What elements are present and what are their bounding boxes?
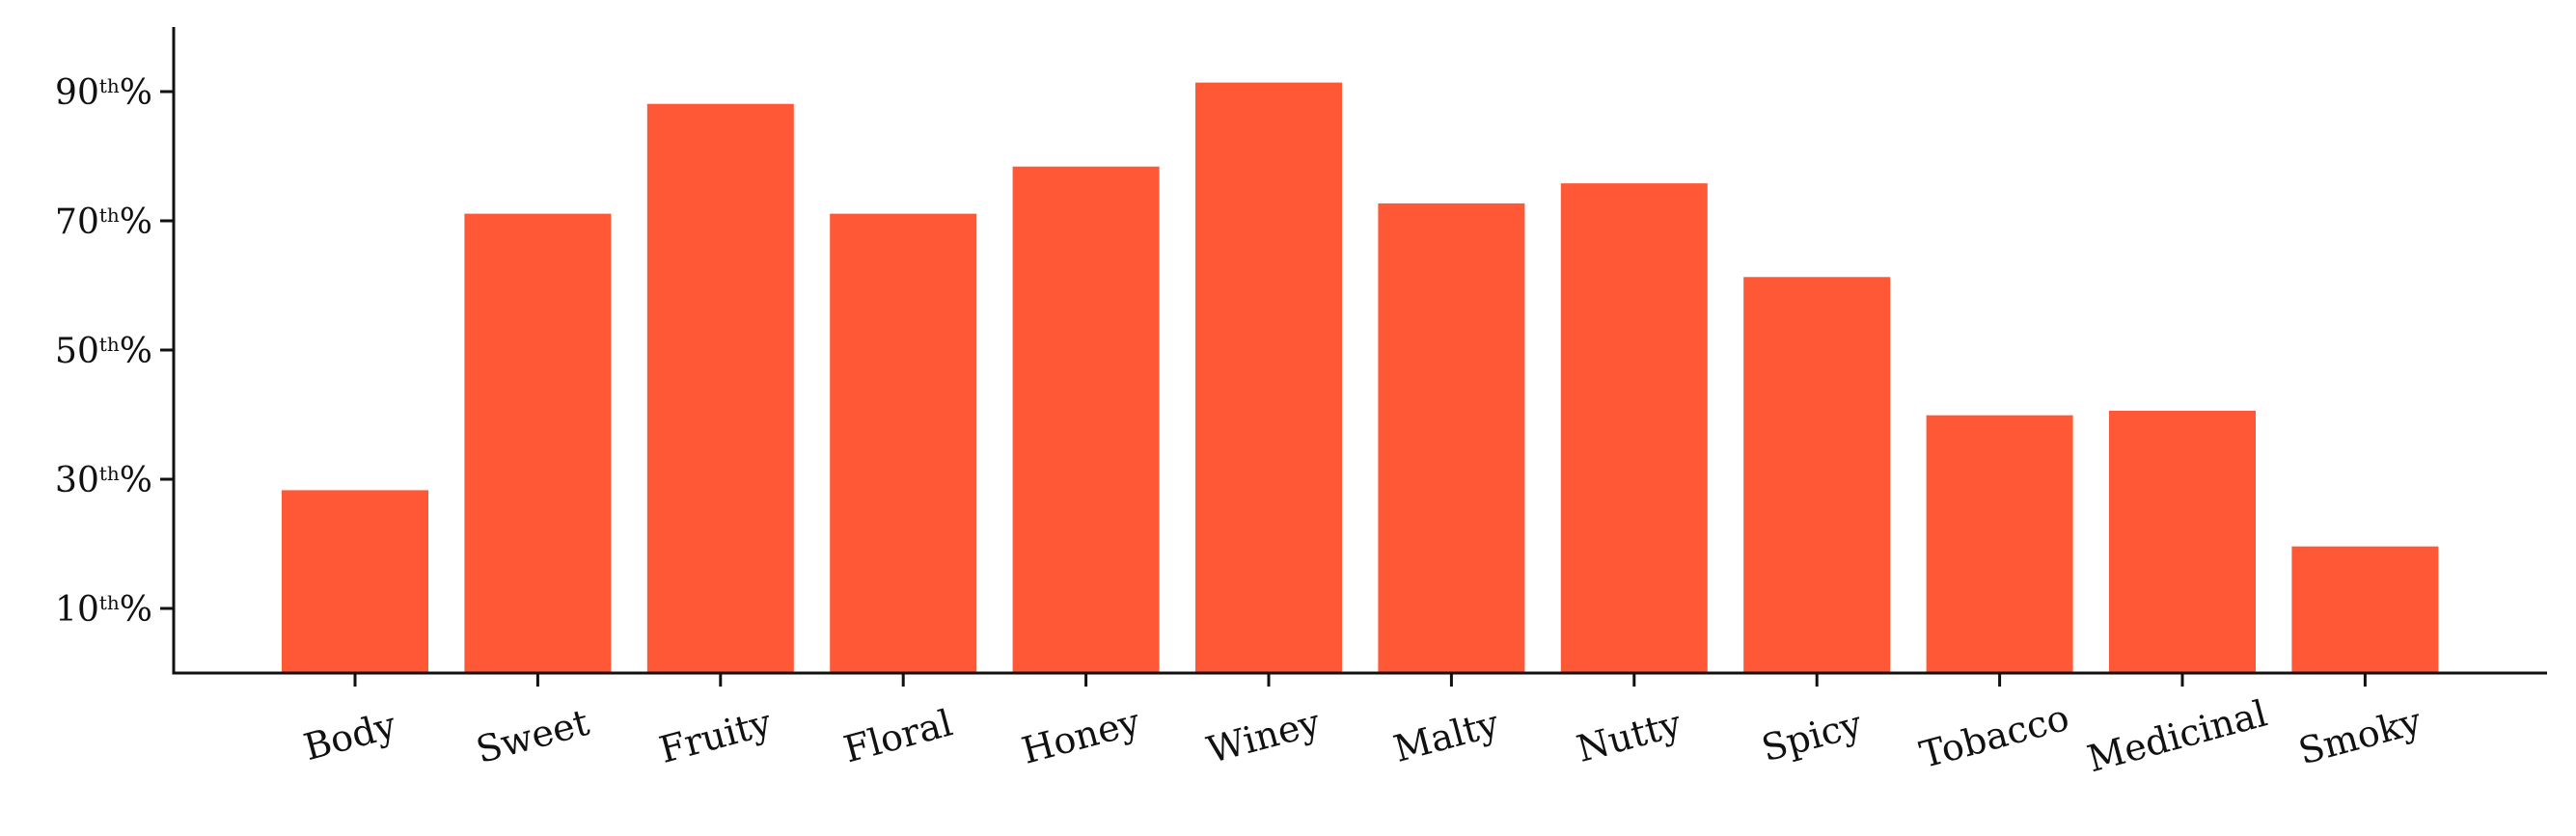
bar-honey [1012,166,1160,674]
y-tick-percent: % [120,590,152,630]
x-tick-label-winey: Winey [1202,701,1325,771]
x-tick-label-malty: Malty [1389,702,1504,770]
bars-group [282,82,2439,674]
bar-sweet [464,213,612,673]
x-tick-label-medicinal: Medicinal [2083,692,2271,781]
y-tick-number: 10 [55,590,99,630]
y-tick-percent: % [120,461,152,500]
x-tick-label-sweet: Sweet [472,701,593,771]
x-tick-label-body: Body [299,704,400,769]
x-tick-label-nutty: Nutty [1573,702,1686,770]
y-tick-number: 50 [55,332,99,371]
y-tick-label-50: 50th% [55,332,152,371]
bar-nutty [1560,183,1708,673]
y-tick-ordinal: th [99,74,120,97]
bar-tobacco [1926,415,2073,673]
y-tick-label-70: 70th% [55,202,152,242]
y-tick-label-30: 30th% [55,461,152,500]
y-tick-ordinal: th [99,333,120,356]
bar-smoky [2291,546,2439,673]
y-tick-number: 70 [55,202,99,242]
y-tick-ordinal: th [99,203,120,227]
x-axis: Body Sweet Fruity Floral Honey Winey Malty Nutt… [172,671,2547,781]
y-tick-ordinal: th [99,591,120,614]
bar-winey [1195,82,1342,674]
y-axis: 10th%30th%50th%70th%90th% [55,27,176,675]
y-tick-percent: % [120,332,152,371]
y-tick-label-10: 10th% [55,590,152,630]
y-tick-number: 90 [55,73,99,113]
x-tick-label-fruity: Fruity [655,701,777,771]
x-tick-label-honey: Honey [1017,700,1144,772]
bar-spicy [1743,277,1891,673]
x-tick-label-smoky: Smoky [2294,699,2426,772]
bar-fruity [646,103,794,674]
bar-medicinal [2109,410,2256,673]
bar-body [282,490,428,673]
y-tick-percent: % [120,73,152,113]
x-tick-label-floral: Floral [839,701,957,770]
bar-floral [830,213,977,673]
y-tick-percent: % [120,202,152,242]
y-tick-number: 30 [55,461,99,500]
y-tick-label-90: 90th% [55,73,152,113]
y-tick-ordinal: th [99,462,120,485]
x-tick-label-spicy: Spicy [1757,702,1867,769]
x-tick-label-tobacco: Tobacco [1915,696,2073,776]
bar-malty [1378,202,1525,673]
